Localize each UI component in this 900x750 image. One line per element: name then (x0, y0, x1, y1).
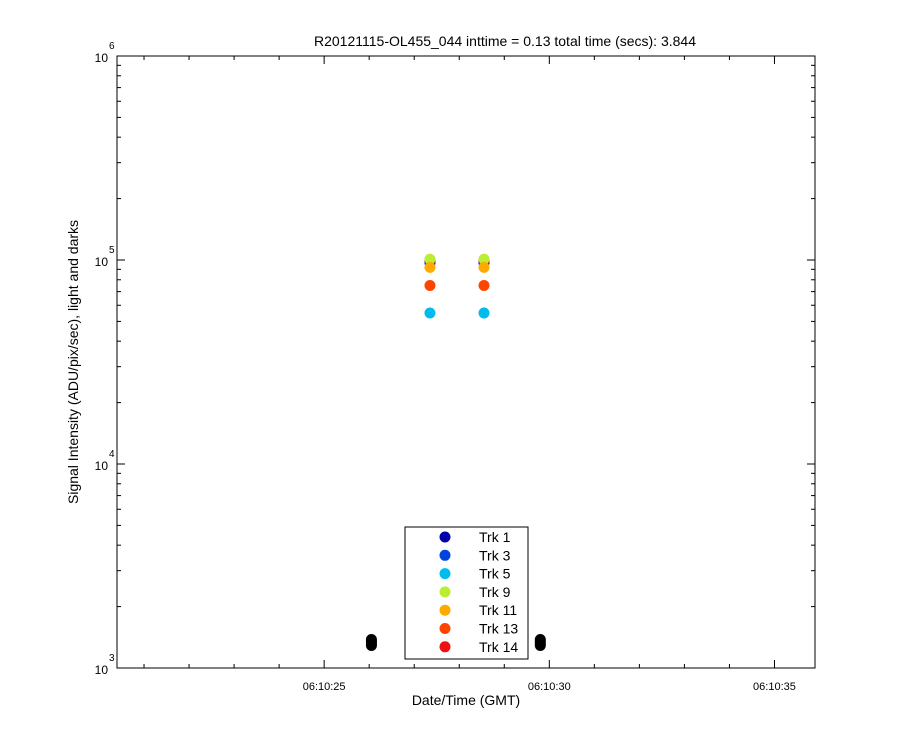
dark-point (365, 633, 377, 645)
y-tick-exponent: 3 (109, 653, 115, 664)
y-tick-label: 10 (95, 459, 109, 473)
x-axis-label: Date/Time (GMT) (412, 692, 520, 708)
legend-marker (439, 623, 451, 634)
y-tick-exponent: 6 (109, 41, 115, 52)
legend-label: Trk 1 (479, 529, 511, 545)
plot-area (116, 55, 816, 669)
chart-title: R20121115-OL455_044 inttime = 0.13 total… (314, 33, 696, 49)
legend-label: Trk 14 (479, 639, 518, 655)
x-tick-label: 06:10:35 (753, 681, 796, 693)
data-point (478, 261, 490, 273)
data-point (424, 261, 436, 273)
x-tick-label: 06:10:30 (528, 681, 571, 693)
y-tick-exponent: 5 (109, 245, 115, 256)
dark-point (534, 633, 546, 645)
y-tick-exponent: 4 (109, 449, 115, 460)
legend-label: Trk 11 (479, 602, 517, 618)
legend-marker (439, 549, 451, 561)
legend-label: Trk 9 (479, 584, 511, 600)
x-tick-label: 06:10:25 (303, 681, 346, 693)
legend-marker (439, 586, 451, 598)
legend-marker (439, 568, 451, 580)
legend-label: Trk 3 (479, 547, 511, 563)
data-point (478, 253, 490, 265)
y-tick-label: 10 (95, 663, 109, 677)
data-points (365, 253, 546, 651)
y-tick-label: 10 (95, 51, 109, 65)
data-point (478, 307, 490, 319)
data-point (478, 279, 490, 291)
legend-label: Trk 13 (479, 621, 518, 637)
legend-box (404, 526, 529, 660)
legend-label: Trk 5 (479, 566, 511, 582)
legend-marker (439, 531, 451, 543)
x-axis: 06:10:25 06:10:30 06:10:35 (143, 56, 796, 693)
legend: Trk 1 Trk 3 Trk 5 Trk 9 Trk 11 Trk 13 Trk 14 (404, 526, 529, 660)
legend-marker (439, 604, 451, 616)
legend-marker (439, 641, 451, 653)
data-point (424, 307, 436, 319)
data-point (424, 253, 436, 265)
y-axis-label: Signal Intensity (ADU/pix/sec), light an… (65, 220, 81, 504)
data-point (424, 279, 436, 291)
y-tick-label: 10 (95, 255, 109, 269)
